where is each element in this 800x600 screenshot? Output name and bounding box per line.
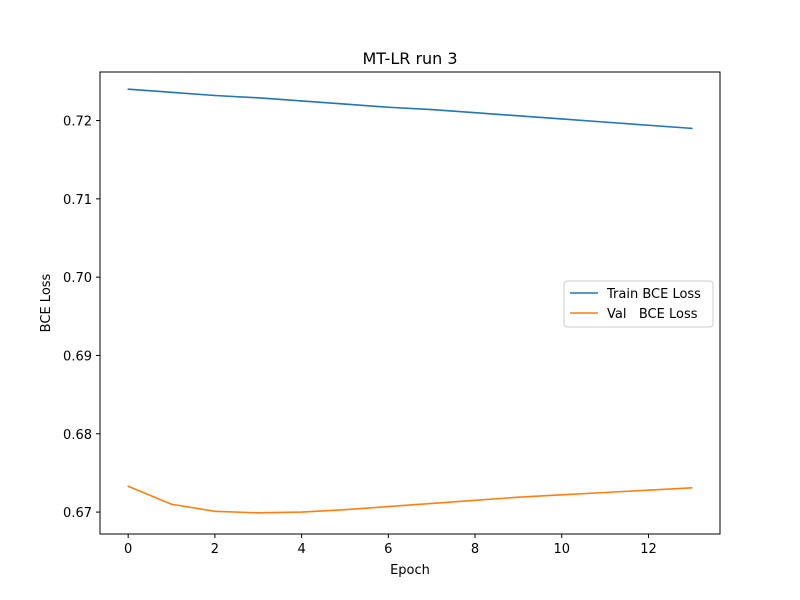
series-lines: [127, 88, 693, 514]
legend: Train BCE Loss Val BCE Loss: [563, 280, 714, 328]
data-point: [430, 108, 433, 111]
y-tick-label: 0.70: [63, 271, 92, 286]
data-point: [604, 121, 606, 123]
data-point: [300, 100, 303, 102]
x-tick-label: 6: [384, 542, 392, 557]
data-point: [344, 103, 346, 105]
data-point: [517, 496, 520, 498]
data-point: [474, 111, 476, 114]
data-point: [517, 115, 520, 117]
x-tick-label: 12: [640, 542, 657, 557]
data-point: [387, 505, 390, 508]
data-point: [560, 118, 563, 120]
x-axis-label: Epoch: [390, 563, 430, 578]
data-point: [257, 97, 260, 99]
data-point: [604, 491, 606, 494]
legend-label: Val BCE Loss: [607, 307, 698, 322]
data-point: [560, 494, 563, 496]
data-point: [474, 499, 476, 502]
y-tick-label: 0.71: [63, 193, 92, 208]
data-point: [170, 91, 173, 94]
x-tick-label: 8: [471, 542, 479, 557]
data-point: [691, 127, 693, 130]
y-axis: 0.67 0.68 0.69 0.70 0.71 0.72: [63, 115, 100, 521]
data-point: [214, 510, 216, 513]
data-point: [127, 485, 129, 488]
y-axis-label: BCE Loss: [39, 273, 54, 332]
series-line-train: [128, 88, 692, 130]
plot-area: [99, 71, 721, 535]
legend-box: [563, 280, 714, 328]
series-line-val: [127, 485, 692, 514]
x-tick-label: 2: [211, 542, 219, 557]
data-point: [647, 489, 650, 491]
y-tick-label: 0.67: [63, 506, 92, 521]
data-point: [691, 487, 693, 489]
data-point: [344, 508, 346, 511]
y-tick-label: 0.72: [63, 115, 92, 130]
data-point: [170, 503, 173, 506]
data-point: [387, 106, 390, 109]
data-point: [430, 502, 433, 505]
data-point: [214, 94, 216, 97]
data-point: [127, 88, 129, 91]
chart-title: MT-LR run 3: [362, 49, 457, 68]
x-tick-label: 4: [297, 542, 305, 557]
x-axis: 0 2 4 6 8 10 12: [124, 534, 657, 557]
data-point: [257, 512, 260, 514]
plot-frame: [99, 71, 721, 535]
x-tick-label: 10: [553, 542, 570, 557]
y-tick-label: 0.68: [63, 428, 92, 443]
y-tick-label: 0.69: [63, 349, 92, 364]
legend-label: Train BCE Loss: [606, 287, 701, 302]
data-point: [647, 124, 650, 127]
x-tick-label: 0: [124, 542, 132, 557]
data-point: [300, 511, 303, 513]
